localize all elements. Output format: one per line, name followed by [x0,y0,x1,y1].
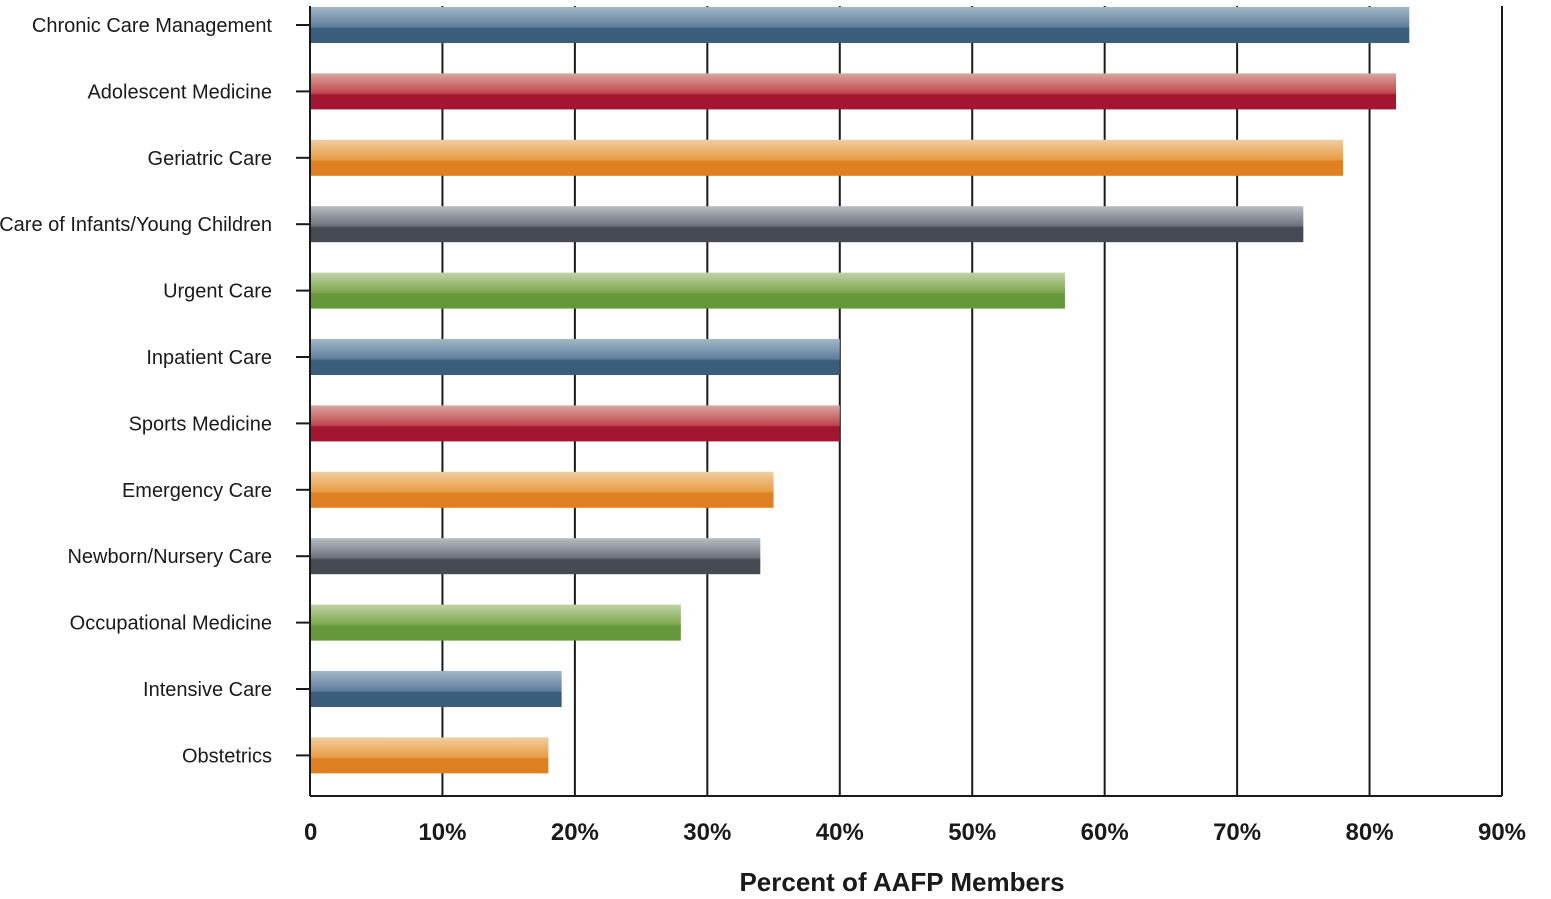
x-tick-label: 80% [1346,819,1394,846]
bar [310,139,1344,176]
bar [310,206,1304,243]
bar [310,272,1065,309]
category-label: Intensive Care [143,679,272,701]
bar [310,737,549,774]
x-tick-label: 50% [948,819,996,846]
x-tick-label: 20% [551,819,599,846]
category-label: Care of Infants/Young Children [0,214,272,236]
category-label: Geriatric Care [148,148,272,170]
x-tick-label: 30% [683,819,731,846]
x-tick-label: 60% [1081,819,1129,846]
x-tick-labels: 0 10% 20% 30% 40% 50% 60% 70% 80% 90% [304,819,1526,846]
bar [310,405,840,442]
x-tick-label: 40% [816,819,864,846]
category-labels: Chronic Care Management Adolescent Medici… [0,15,272,767]
bar [310,7,1410,43]
bars [310,7,1410,774]
category-label: Occupational Medicine [70,613,272,635]
bar [310,339,840,375]
x-tick-label: 0 [304,819,317,846]
category-label: Sports Medicine [129,413,272,435]
grid-lines [441,6,1503,796]
x-tick-label: 10% [418,819,466,846]
x-tick-label: 70% [1213,819,1261,846]
bar [310,604,681,641]
category-label: Chronic Care Management [32,15,273,37]
x-axis-title: Percent of AAFP Members [739,867,1064,897]
axes [296,6,1502,797]
category-label: Urgent Care [163,281,272,303]
category-label: Inpatient Care [146,347,272,369]
category-label: Obstetrics [182,745,272,767]
x-tick-label: 90% [1478,819,1526,846]
bar [310,73,1397,110]
bar [310,471,774,508]
category-label: Newborn/Nursery Care [67,546,272,568]
category-label: Adolescent Medicine [87,81,272,103]
bar [310,538,761,575]
category-label: Emergency Care [122,480,272,502]
bar [310,671,562,707]
